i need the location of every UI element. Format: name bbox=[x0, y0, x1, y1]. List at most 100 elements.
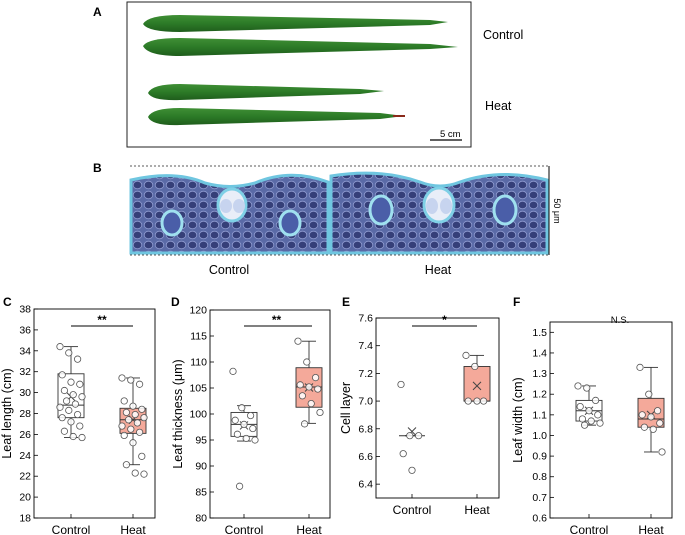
data-point bbox=[251, 436, 259, 444]
data-point bbox=[78, 393, 86, 401]
data-point bbox=[56, 343, 64, 351]
panel-c: C 18 20 22 24 26 28 30 32 34 36 38 Leaf length (cm) C… bbox=[0, 295, 156, 535]
data-point bbox=[578, 415, 587, 423]
data-point bbox=[574, 382, 582, 390]
data-point bbox=[60, 386, 69, 395]
y-tick-label: 26 bbox=[19, 429, 31, 441]
data-point bbox=[576, 402, 584, 411]
label-control-b: Control bbox=[209, 263, 249, 277]
y-tick-label: 1.5 bbox=[532, 327, 547, 339]
y-tick-label: 0.9 bbox=[532, 451, 547, 463]
data-point bbox=[65, 406, 73, 414]
data-point bbox=[76, 422, 84, 430]
y-tick-label: 7.6 bbox=[358, 313, 373, 325]
data-point bbox=[67, 378, 75, 386]
y-tick-label: 20 bbox=[19, 492, 31, 504]
data-point bbox=[127, 376, 135, 384]
data-point bbox=[62, 397, 71, 405]
y-tick-label: 18 bbox=[19, 513, 31, 525]
y-tick-label: 7.2 bbox=[358, 368, 373, 380]
data-point bbox=[118, 422, 126, 430]
label-control-a: Control bbox=[483, 28, 523, 42]
leaf-control-2 bbox=[143, 38, 458, 56]
panel-letter: C bbox=[3, 295, 12, 309]
significance-label: N.S. bbox=[611, 315, 629, 326]
data-point bbox=[316, 408, 324, 417]
panel-letter: E bbox=[342, 295, 350, 309]
scale-bar-b-label: 50 μm bbox=[552, 198, 562, 223]
leaf-control-1 bbox=[143, 15, 448, 32]
panel-b: B 50 μm Control Heat bbox=[93, 161, 562, 277]
data-point bbox=[408, 466, 416, 474]
leaf-heat-2 bbox=[148, 108, 404, 126]
y-tick-label: 36 bbox=[19, 324, 31, 336]
label-heat-b: Heat bbox=[425, 263, 452, 277]
data-point bbox=[314, 385, 322, 393]
y-tick-label: 6.4 bbox=[358, 479, 373, 491]
box-plot-panels: C 18 20 22 24 26 28 30 32 34 36 38 Leaf length (cm) C… bbox=[0, 295, 673, 535]
data-point bbox=[125, 416, 133, 424]
axes-frame bbox=[549, 321, 673, 519]
x-tick-label: Control bbox=[52, 523, 91, 535]
x-tick-label: Heat bbox=[464, 503, 490, 517]
panel-letter-a: A bbox=[93, 5, 102, 19]
data-point bbox=[56, 403, 64, 411]
y-tick-label: 32 bbox=[19, 366, 31, 378]
box-iqr bbox=[463, 366, 491, 402]
data-point bbox=[399, 450, 407, 458]
y-tick-label: 38 bbox=[19, 304, 31, 316]
data-point bbox=[240, 420, 248, 428]
data-point bbox=[397, 380, 405, 389]
x-tick-label: Control bbox=[393, 503, 432, 517]
panel-a: A 5 cm Control Heat bbox=[93, 1, 523, 148]
data-point bbox=[65, 349, 73, 357]
data-point bbox=[473, 397, 481, 405]
y-tick-label: 6.6 bbox=[358, 451, 373, 463]
data-point bbox=[636, 363, 644, 371]
data-point bbox=[479, 397, 488, 405]
y-tick-label: 90 bbox=[195, 461, 207, 473]
data-point bbox=[307, 399, 315, 408]
y-tick-label: 115 bbox=[190, 331, 207, 343]
section-heat bbox=[329, 171, 549, 255]
data-point bbox=[136, 428, 144, 436]
box-heat bbox=[294, 337, 324, 428]
data-point bbox=[647, 413, 655, 421]
data-point bbox=[129, 439, 137, 447]
data-point bbox=[247, 411, 255, 420]
data-point bbox=[233, 430, 241, 438]
data-point bbox=[58, 371, 66, 379]
y-tick-label: 30 bbox=[19, 387, 31, 399]
box-control bbox=[56, 343, 86, 442]
data-point bbox=[311, 373, 320, 382]
data-point bbox=[133, 419, 141, 427]
data-point bbox=[140, 470, 148, 478]
data-point bbox=[74, 355, 82, 363]
data-point bbox=[138, 405, 146, 413]
data-point bbox=[236, 482, 244, 490]
y-tick-label: 1.4 bbox=[532, 347, 547, 359]
data-point bbox=[78, 433, 86, 442]
data-point bbox=[298, 392, 306, 400]
panel-letter: D bbox=[171, 295, 180, 309]
y-axis-label: Cell layer bbox=[339, 382, 353, 434]
panel-letter-b: B bbox=[93, 161, 102, 175]
y-axis-label: Leaf thickness (μm) bbox=[171, 359, 185, 468]
box-control bbox=[397, 380, 425, 474]
data-point bbox=[638, 411, 646, 419]
data-point bbox=[300, 420, 309, 428]
data-point bbox=[591, 396, 600, 404]
data-point bbox=[131, 469, 139, 477]
data-point bbox=[249, 424, 257, 433]
x-tick-label: Heat bbox=[638, 523, 664, 535]
y-tick-label: 7.4 bbox=[358, 340, 373, 352]
y-tick-label: 80 bbox=[195, 513, 207, 525]
y-tick-label: 85 bbox=[195, 487, 207, 499]
y-tick-label: 1.1 bbox=[532, 409, 547, 421]
data-point bbox=[649, 425, 657, 433]
y-tick-label: 120 bbox=[189, 305, 207, 317]
y-tick-label: 24 bbox=[19, 450, 31, 462]
y-tick-label: 1.2 bbox=[532, 389, 547, 401]
significance-label: ** bbox=[97, 313, 107, 327]
